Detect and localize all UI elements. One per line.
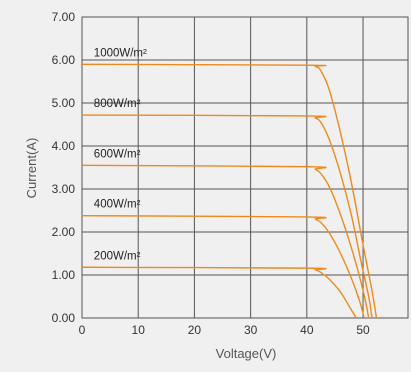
- y-tick-label: 3.00: [52, 182, 76, 196]
- y-tick-label: 0.00: [52, 311, 76, 325]
- x-tick-label: 20: [188, 323, 202, 337]
- x-tick-label: 50: [356, 323, 370, 337]
- series-curve: [81, 114, 373, 319]
- x-axis-label: Voltage(V): [216, 346, 277, 361]
- series-label: 800W/m²: [94, 98, 141, 110]
- series-label: 400W/m²: [94, 199, 141, 211]
- series-label: 600W/m²: [94, 148, 141, 160]
- y-tick-label: 6.00: [52, 53, 76, 67]
- y-tick-label: 4.00: [52, 139, 76, 153]
- x-tick-label: 0: [79, 323, 86, 337]
- y-axis-label: Current(A): [24, 138, 39, 199]
- series-curve: [81, 164, 370, 319]
- x-tick-label: 10: [132, 323, 146, 337]
- series-label: 1000W/m²: [94, 47, 147, 59]
- series-curve: [81, 214, 365, 319]
- series-curve: [81, 63, 378, 319]
- series-label: 200W/m²: [94, 250, 141, 262]
- curves: [81, 63, 378, 319]
- x-tick-labels: 0 10 20 30 40 50: [79, 323, 370, 337]
- series-curve: [81, 266, 357, 319]
- series-labels: 1000W/m² 800W/m² 600W/m² 400W/m² 200W/m²: [94, 47, 147, 262]
- x-tick-label: 40: [300, 323, 314, 337]
- y-tick-label: 2.00: [52, 225, 76, 239]
- y-tick-labels: 0.00 1.00 2.00 3.00 4.00 5.00 6.00 7.00: [52, 10, 76, 325]
- y-tick-label: 5.00: [52, 96, 76, 110]
- x-tick-label: 30: [244, 323, 258, 337]
- y-tick-label: 1.00: [52, 268, 76, 282]
- y-tick-label: 7.00: [52, 10, 76, 24]
